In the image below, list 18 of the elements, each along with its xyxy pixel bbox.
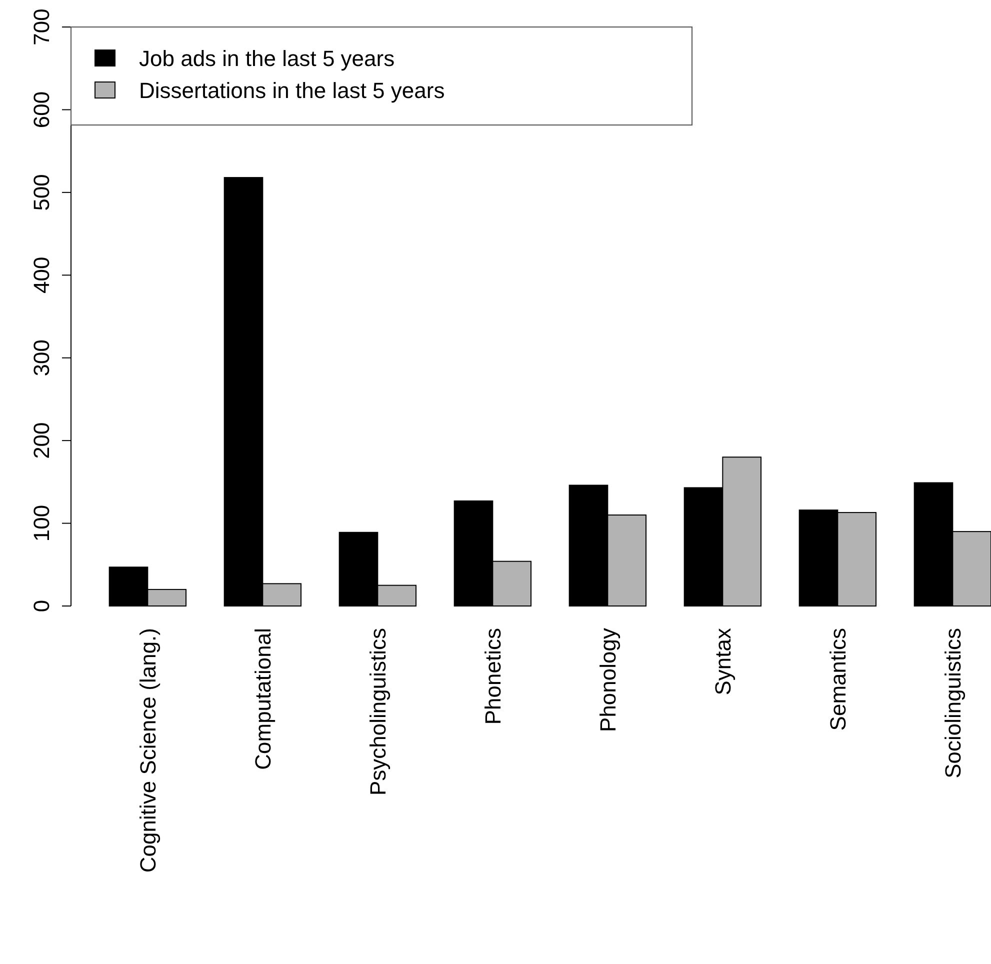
y-tick-label: 300 (29, 340, 54, 376)
y-tick-label: 0 (29, 600, 54, 612)
x-tick-label: Computational (250, 628, 276, 770)
x-tick-label: Phonetics (480, 628, 506, 725)
y-tick-label: 400 (29, 256, 54, 294)
legend-label: Dissertations in the last 5 years (139, 78, 445, 103)
x-tick-label: Psycholinguistics (366, 628, 391, 796)
legend-label: Job ads in the last 5 years (139, 46, 395, 71)
y-tick-label: 100 (29, 504, 54, 542)
y-tick-label: 200 (29, 422, 54, 459)
y-tick-label: 500 (29, 174, 54, 211)
x-tick-label: Semantics (826, 628, 851, 731)
x-tick-label: Syntax (710, 628, 736, 696)
y-tick-label: 700 (29, 8, 54, 46)
x-tick-label: Sociolinguistics (940, 628, 966, 778)
x-tick-label: Cognitive Science (lang.) (136, 628, 161, 873)
y-tick-label: 600 (29, 91, 54, 128)
x-tick-label: Phonology (596, 628, 621, 732)
